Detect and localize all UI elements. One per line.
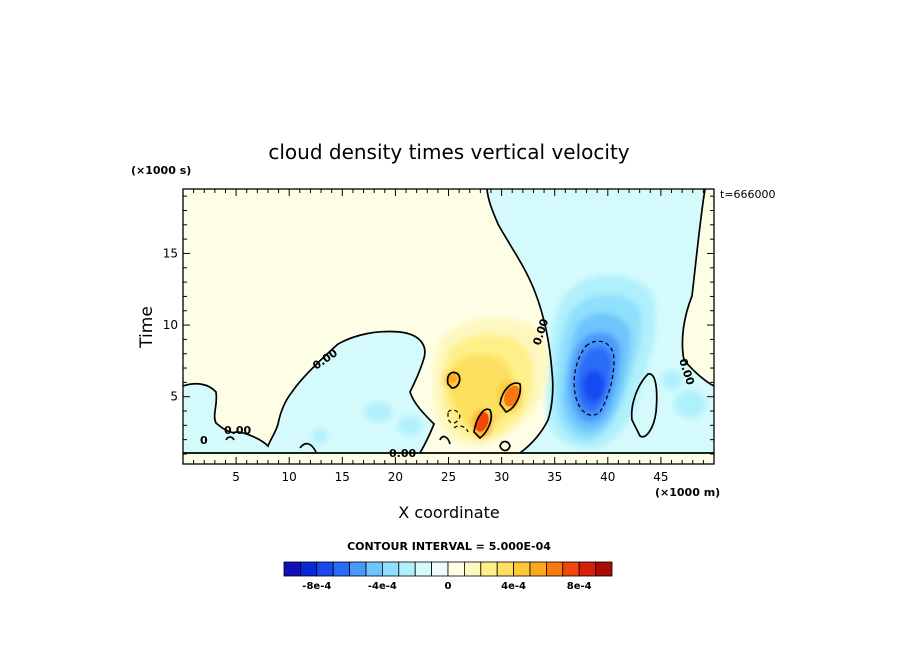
colorbar-swatch (381, 561, 400, 577)
colorbar-swatch (463, 561, 482, 577)
contour-label-1: 0.00 (224, 424, 251, 437)
negative-noise (312, 370, 706, 443)
colorbar-tick-label: 8e-4 (567, 581, 592, 592)
colorbar-swatch (595, 561, 613, 577)
colorbar-swatch (299, 561, 318, 577)
y-axis-label: Time (137, 306, 157, 349)
colorbar (283, 561, 613, 577)
contour-interval-label: CONTOUR INTERVAL = 5.000E-04 (347, 540, 551, 553)
contour-label-6: 0 (200, 434, 208, 447)
x-tick-label: 25 (441, 470, 456, 484)
zero-contours (183, 189, 714, 454)
x-units-label: (×1000 m) (655, 486, 720, 499)
colorbar-swatch (431, 561, 449, 577)
y-tick-label: 5 (170, 390, 178, 404)
x-tick-label: 45 (653, 470, 668, 484)
colorbar-swatch (546, 561, 564, 577)
colorbar-swatch (578, 561, 597, 577)
colorbar-labels: -8e-4 -4e-4 0 4e-4 8e-4 (302, 581, 591, 592)
colorbar-tick-label: -4e-4 (368, 581, 397, 592)
x-tick-label: 40 (600, 470, 615, 484)
colorbar-swatch (447, 561, 465, 577)
colorbar-swatch (562, 561, 580, 577)
colorbar-swatch (316, 561, 334, 577)
colorbar-swatch (365, 561, 383, 577)
x-tick-label: 20 (388, 470, 403, 484)
contour-label-3: 0.00 (389, 447, 416, 460)
y-units-label: (×1000 s) (131, 164, 191, 177)
x-axis-label: X coordinate (398, 503, 499, 522)
x-tick-label: 15 (335, 470, 350, 484)
colorbar-swatch (283, 561, 301, 577)
colorbar-swatch (349, 561, 367, 577)
colorbar-swatch (480, 561, 498, 577)
negative-core (546, 275, 656, 449)
colorbar-tick-label: -8e-4 (302, 581, 331, 592)
y-tick-label: 10 (163, 318, 178, 332)
colorbar-tick-label: 0 (445, 581, 452, 592)
colorbar-swatch (496, 561, 515, 577)
x-tick-label: 30 (494, 470, 509, 484)
x-tick-label: 5 (232, 470, 240, 484)
y-ticks: 5 10 15 (163, 195, 714, 455)
colorbar-swatch (414, 561, 433, 577)
colorbar-swatch (332, 561, 351, 577)
negative-region-left (183, 331, 434, 453)
timestamp-label: t=666000 (720, 188, 776, 201)
colorbar-swatch (529, 561, 547, 577)
plot-area: 0.00 0.00 0.00 0.00 0.00 0 (183, 189, 714, 464)
x-tick-label: 35 (547, 470, 562, 484)
negative-contours (447, 340, 615, 433)
x-ticks: 5 10 15 20 25 30 35 40 45 (193, 189, 704, 484)
chart-title: cloud density times vertical velocity (268, 140, 629, 164)
colorbar-tick-label: 4e-4 (501, 581, 526, 592)
x-tick-label: 10 (282, 470, 297, 484)
y-tick-label: 15 (163, 246, 178, 260)
colorbar-swatch (513, 561, 531, 577)
colorbar-swatch (398, 561, 416, 577)
